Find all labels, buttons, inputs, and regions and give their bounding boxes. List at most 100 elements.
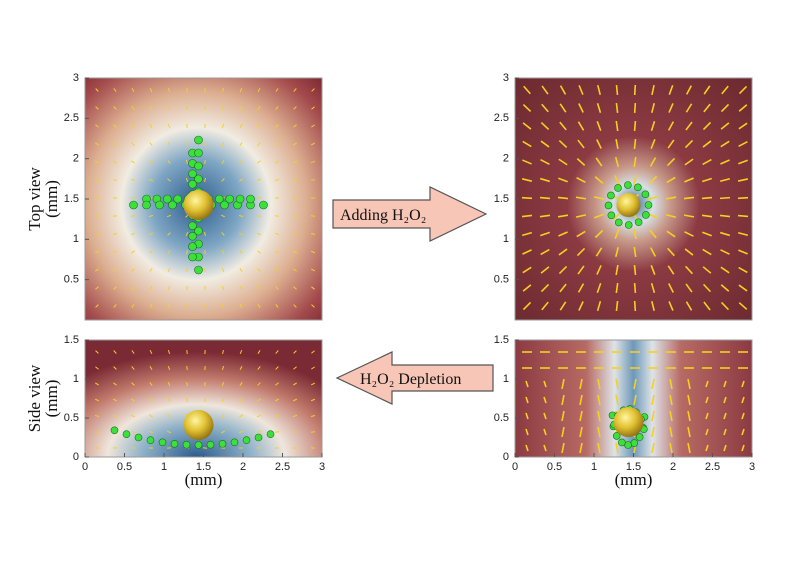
quiver-arrow bbox=[561, 378, 565, 390]
quiver-arrow bbox=[257, 398, 261, 402]
quiver-arrow bbox=[239, 232, 243, 236]
quiver-arrow bbox=[720, 140, 730, 148]
quiver-arrow bbox=[723, 380, 727, 388]
robot-joint bbox=[110, 426, 119, 435]
quiver-arrow bbox=[683, 214, 695, 218]
quiver-arrow bbox=[186, 381, 188, 387]
quiver-arrow bbox=[741, 444, 745, 452]
quiver-arrow bbox=[149, 398, 153, 402]
quiver-arrow bbox=[633, 300, 637, 312]
quiver-arrow bbox=[558, 177, 568, 183]
quiver-arrow bbox=[149, 349, 153, 355]
quiver-arrow bbox=[521, 231, 533, 237]
quiver-arrow bbox=[615, 138, 619, 150]
y-tick-label: 0.5 bbox=[494, 274, 509, 286]
quiver-arrow bbox=[650, 120, 656, 132]
quiver-arrow bbox=[596, 300, 602, 312]
x-tick-label: 0.5 bbox=[117, 461, 132, 473]
quiver-arrow bbox=[738, 140, 748, 148]
quiver-arrow bbox=[274, 178, 280, 182]
quiver-arrow bbox=[275, 88, 279, 92]
robot-joint bbox=[182, 440, 191, 449]
robot-joint bbox=[155, 200, 164, 210]
quiver-arrow bbox=[310, 398, 316, 402]
quiver-arrow bbox=[293, 366, 297, 370]
quiver-arrow bbox=[685, 85, 693, 95]
quiver-arrow bbox=[632, 174, 638, 186]
quiver-arrow bbox=[167, 349, 171, 355]
quiver-arrow bbox=[238, 430, 244, 434]
quiver-arrow bbox=[738, 302, 748, 310]
quiver-arrow bbox=[738, 85, 748, 95]
quiver-arrow bbox=[522, 140, 532, 148]
quiver-arrow bbox=[239, 160, 243, 164]
quiver-arrow bbox=[705, 412, 709, 420]
quiver-arrow bbox=[703, 85, 711, 95]
quiver-arrow bbox=[311, 366, 315, 370]
quiver-arrow bbox=[94, 431, 100, 433]
quiver-arrow bbox=[221, 381, 225, 387]
quiver-arrow bbox=[95, 106, 99, 110]
quiver-arrow bbox=[238, 215, 244, 217]
robot-joint bbox=[194, 441, 203, 449]
quiver-arrow bbox=[293, 106, 297, 110]
quiver-arrow bbox=[723, 396, 727, 404]
quiver-arrow bbox=[720, 284, 730, 292]
quiver-arrow bbox=[222, 303, 224, 309]
robot-joint bbox=[614, 184, 622, 192]
quiver-arrow bbox=[149, 124, 153, 128]
quiver-arrow bbox=[186, 123, 188, 129]
quiver-arrow bbox=[577, 265, 585, 275]
quiver-arrow bbox=[274, 431, 280, 433]
quiver-arrow bbox=[113, 124, 117, 128]
quiver-arrow bbox=[311, 304, 315, 308]
quiver-arrow bbox=[167, 141, 171, 147]
quiver-arrow bbox=[257, 304, 261, 308]
y-tick-label: 0.5 bbox=[64, 412, 79, 424]
quiver-arrow bbox=[615, 394, 619, 406]
quiver-arrow bbox=[615, 102, 619, 114]
quiver-arrow bbox=[539, 214, 551, 218]
quiver-arrow bbox=[239, 382, 243, 386]
quiver-arrow bbox=[668, 301, 674, 311]
quiver-arrow bbox=[95, 350, 99, 354]
particle bbox=[183, 410, 214, 440]
quiver-arrow bbox=[597, 410, 601, 422]
y-tick-label: 2.5 bbox=[64, 112, 79, 124]
quiver-arrow bbox=[668, 283, 674, 293]
quiver-arrow bbox=[256, 414, 262, 418]
quiver-arrow bbox=[539, 177, 551, 183]
quiver-arrow bbox=[149, 286, 153, 290]
robot-joint bbox=[142, 200, 151, 210]
quiver-arrow bbox=[204, 159, 206, 165]
quiver-arrow bbox=[579, 442, 583, 454]
quiver-arrow bbox=[95, 124, 99, 128]
quiver-arrow bbox=[256, 232, 262, 236]
quiver-arrow bbox=[275, 106, 279, 110]
quiver-arrow bbox=[596, 139, 602, 149]
quiver-arrow bbox=[204, 177, 206, 183]
quiver-arrow bbox=[666, 176, 676, 184]
quiver-arrow bbox=[257, 382, 261, 386]
quiver-arrow bbox=[311, 382, 315, 386]
quiver-arrow bbox=[701, 196, 713, 200]
quiver-arrow bbox=[543, 412, 547, 420]
quiver-arrow bbox=[292, 414, 298, 418]
quiver-arrow bbox=[687, 442, 691, 454]
quiver-arrow bbox=[113, 350, 117, 354]
robot-joint bbox=[634, 218, 643, 227]
x-tick-label: 0.5 bbox=[547, 461, 562, 473]
quiver-arrow bbox=[186, 249, 188, 255]
quiver-arrow bbox=[167, 160, 171, 164]
quiver-arrow bbox=[131, 142, 135, 146]
quiver-arrow bbox=[521, 178, 533, 182]
quiver-arrow bbox=[723, 412, 727, 420]
quiver-arrow bbox=[221, 249, 225, 255]
quiver-arrow bbox=[167, 365, 171, 371]
quiver-arrow bbox=[596, 265, 602, 275]
quiver-arrow bbox=[667, 247, 675, 257]
y-tick-label: 0 bbox=[73, 451, 79, 463]
quiver-arrow bbox=[292, 160, 298, 164]
quiver-arrow bbox=[522, 159, 532, 165]
y-tick-label: 1 bbox=[73, 373, 79, 385]
